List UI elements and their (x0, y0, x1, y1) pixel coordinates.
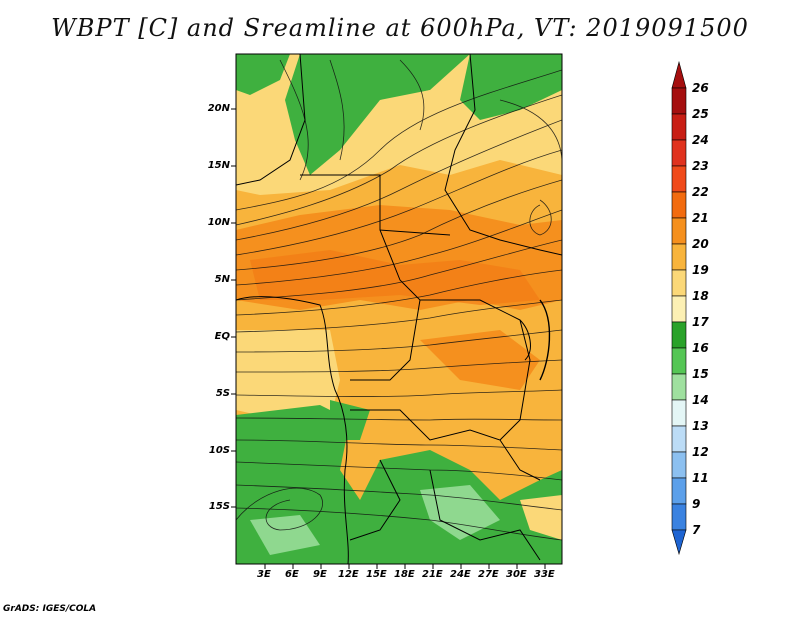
lat-label: 5N (214, 274, 230, 285)
lat-label: 15N (207, 160, 230, 171)
colorbar-swatch (671, 451, 687, 479)
colorbar-label: 16 (692, 341, 709, 355)
field-22-core (250, 250, 540, 305)
colorbar-swatch (671, 373, 687, 401)
colorbar-swatch (671, 165, 687, 193)
colorbar-label: 20 (692, 237, 709, 251)
lon-label: 12E (338, 569, 359, 580)
lat-label: 10N (207, 217, 230, 228)
field-green-northwest (236, 54, 290, 95)
colorbar-label: 25 (692, 107, 709, 121)
colorbar-swatch (671, 139, 687, 167)
colorbar-swatch (671, 399, 687, 427)
colorbar-swatch (671, 113, 687, 141)
colorbar-label: 12 (692, 445, 709, 459)
lon-label: 9E (313, 569, 327, 580)
colorbar-swatch (671, 87, 687, 115)
field-16-southwest (250, 515, 320, 555)
lat-label: 20N (207, 103, 230, 114)
chart-title: WBPT [C] and Sreamline at 600hPa, VT: 20… (51, 14, 749, 42)
colorbar-label: 17 (692, 315, 709, 329)
lat-label: 5S (215, 388, 230, 399)
colorbar-label: 15 (692, 367, 709, 381)
colorbar-swatch (671, 217, 687, 245)
colorbar-label: 9 (692, 497, 701, 511)
field-19-west (236, 330, 340, 420)
colorbar-swatch (671, 295, 687, 323)
colorbar-swatch (671, 269, 687, 297)
field-19-island (390, 90, 430, 140)
colorbar-swatch (671, 503, 687, 531)
colorbar-label: 19 (692, 263, 709, 277)
field-green-northeast (460, 54, 562, 120)
colorbar-swatch (671, 347, 687, 375)
lon-label: 33E (534, 569, 555, 580)
colorbar-label: 26 (692, 81, 709, 95)
axis-ticks (231, 108, 546, 569)
colorbar-label: 22 (692, 185, 709, 199)
field-21-south (420, 330, 540, 390)
colorbar-label: 18 (692, 289, 709, 303)
lon-label: 24E (450, 569, 471, 580)
colorbar-swatch (671, 321, 687, 349)
field-green-north (285, 54, 470, 175)
colorbar-label: 24 (692, 133, 709, 147)
colorbar-label: 7 (692, 523, 701, 537)
lon-label: 21E (422, 569, 443, 580)
colorbar-label: 21 (692, 211, 709, 225)
lat-label: 10S (208, 445, 230, 456)
map-frame (235, 53, 563, 565)
lon-label: 15E (366, 569, 387, 580)
lat-label: 15S (208, 501, 230, 512)
colorbar-swatch (671, 425, 687, 453)
borders (236, 54, 562, 564)
colorbar-label: 23 (692, 159, 709, 173)
lon-label: 27E (478, 569, 499, 580)
lon-label: 18E (394, 569, 415, 580)
lon-label: 3E (257, 569, 271, 580)
colorbar-label: 14 (692, 393, 709, 407)
lon-label: 6E (285, 569, 299, 580)
colorbar-top-arrow (671, 60, 687, 89)
temperature-field (236, 54, 562, 564)
lat-label: EQ (214, 331, 230, 342)
colorbar-swatch (671, 477, 687, 505)
colorbar-label: 11 (692, 471, 709, 485)
colorbar-swatch (671, 243, 687, 271)
credit-text: GrADS: IGES/COLA (3, 604, 97, 614)
colorbar-swatch (671, 191, 687, 219)
colorbar-bottom-arrow (671, 529, 687, 556)
field-16-south (420, 485, 500, 540)
lon-label: 30E (506, 569, 527, 580)
colorbar-label: 13 (692, 419, 709, 433)
